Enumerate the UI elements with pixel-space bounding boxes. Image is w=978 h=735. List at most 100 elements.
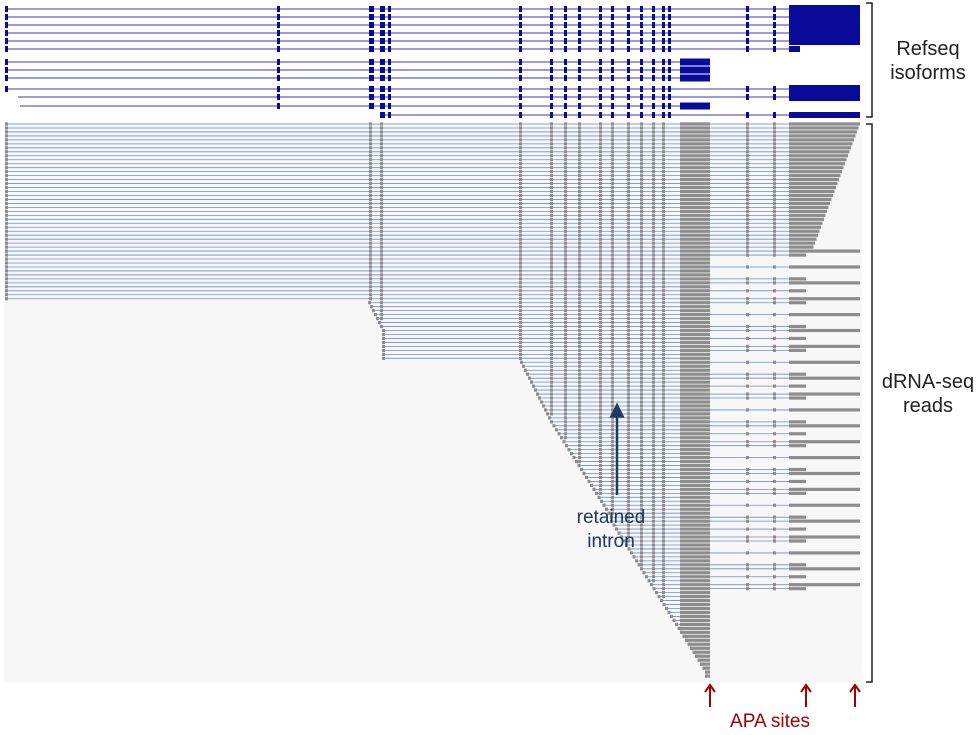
read-terminal-block [789,146,851,150]
read-block [599,380,602,384]
read-block [578,372,581,376]
read-block [564,126,567,130]
isoform-exon [578,94,581,100]
read-block [640,340,643,345]
read-block [519,205,522,209]
read-block [578,340,581,345]
read-block [611,146,614,150]
read-block [380,213,383,217]
read-block [382,344,385,348]
isoform-exon [578,59,581,65]
retained-intron-label: retained intron [576,507,646,552]
read-block [599,440,602,444]
read-block [611,293,614,297]
read-block [652,511,655,515]
read-block [526,372,529,376]
read-block [773,456,776,460]
read-block [627,320,630,325]
read-block [627,317,630,321]
isoform-exon [652,103,655,109]
read-block [564,253,567,257]
read-block [640,523,643,527]
read-block [519,324,522,329]
read-block [746,587,749,591]
read-block [662,416,665,420]
read-block [599,178,602,182]
read-block [578,241,581,245]
read-alignment [642,571,710,575]
isoform-exon [773,46,776,52]
read-block [773,420,776,424]
read-block [578,193,581,198]
refseq-isoforms-label: Refseq isoforms [890,38,966,84]
isoform-exon [550,86,553,92]
read-block [582,471,586,476]
read-block [662,297,665,301]
read-terminal-block [789,170,842,174]
read-block [662,483,665,487]
drna-seq-read-track [5,122,860,678]
read-alignment [382,344,860,348]
read-block [680,297,710,301]
read-block [519,332,522,337]
read-block [611,380,614,384]
read-block [662,595,665,599]
read-block [746,181,749,186]
read-block [578,213,581,217]
read-block [640,241,643,245]
read-block [662,158,665,162]
read-block [374,313,377,317]
read-block [550,289,553,293]
read-block [662,459,665,464]
isoform-exon [668,94,671,100]
isoform-exon [519,22,522,28]
read-block [662,249,665,253]
read-block [640,317,643,321]
isoform-exon [652,75,655,81]
read-block [627,432,630,436]
read-alignment [5,213,826,217]
read-block [640,452,643,456]
read-block [380,269,383,273]
read-block [578,309,581,313]
read-block [578,201,581,206]
read-block [369,241,372,245]
read-block [599,158,602,162]
read-terminal-block [705,674,710,678]
read-block [578,424,581,428]
read-terminal-block [680,614,710,619]
read-block [662,352,665,356]
read-block [680,178,710,182]
read-block [369,178,372,182]
read-block [578,317,581,321]
read-terminal-block [789,181,838,186]
read-block [599,448,602,452]
read-block [599,289,602,293]
read-block [611,193,614,198]
read-block [599,201,602,206]
read-block [578,261,581,265]
read-block [746,432,749,436]
read-block [773,372,776,376]
read-block [611,158,614,162]
read-alignment [565,444,806,448]
read-terminal-block [789,456,860,460]
read-block [578,229,581,233]
read-block [746,479,749,484]
read-block [599,305,602,309]
read-block [652,499,655,503]
isoform-exon [388,30,391,36]
read-block [550,253,553,257]
read-block [773,440,776,444]
read-block [380,174,383,178]
read-block [662,305,665,309]
read-block [575,459,578,464]
read-block [640,364,643,368]
read-block [640,491,643,495]
read-terminal-block [789,479,806,484]
read-block [746,313,749,317]
read-block [773,189,776,194]
read-block [773,344,776,348]
read-block [746,158,749,162]
read-block [564,237,567,241]
